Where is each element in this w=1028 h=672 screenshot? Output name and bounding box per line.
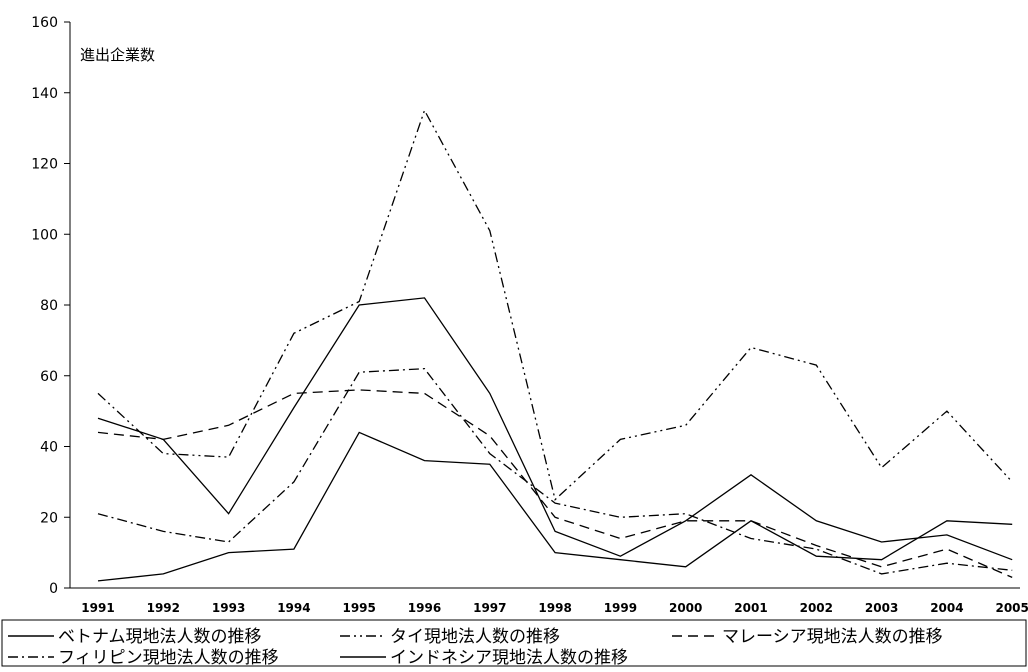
series-line-2: [97, 389, 1013, 578]
y-tick-label: 120: [31, 157, 58, 173]
axes: [69, 22, 1020, 589]
x-tick-label: 1996: [408, 601, 441, 615]
tick-labels: 0 20 40 60 80 100 120 140 160 1991 1992 1993 1994 199…: [31, 15, 1028, 615]
x-tick-label: 2005: [995, 601, 1028, 615]
y-tick-label: 160: [31, 15, 58, 31]
x-tick-label: 2000: [669, 601, 702, 615]
x-tick-label: 1992: [147, 601, 180, 615]
y-tick-label: 20: [40, 510, 58, 526]
x-tick-label: 2003: [865, 601, 898, 615]
x-tick-label: 2002: [800, 601, 833, 615]
series-line-4: [97, 431, 1013, 582]
x-tick-label: 1998: [538, 601, 571, 615]
legend-label: ベトナム現地法人数の推移: [58, 627, 262, 647]
y-tick-label: 60: [40, 369, 58, 385]
y-tick-label: 140: [31, 86, 58, 102]
y-tick-label: 100: [31, 227, 58, 243]
legend-label: タイ現地法人数の推移: [390, 627, 560, 647]
series-lines: [97, 108, 1013, 582]
x-tick-label: 2004: [930, 601, 963, 615]
y-tick-label: 80: [40, 298, 58, 314]
series-line-1: [97, 108, 1013, 501]
x-tick-label: 2001: [734, 601, 767, 615]
x-tick-label: 1993: [212, 601, 245, 615]
x-tick-label: 1999: [604, 601, 637, 615]
series-line-0: [97, 297, 1013, 561]
y-tick-label: 0: [49, 581, 58, 597]
legend-label: インドネシア現地法人数の推移: [390, 648, 628, 668]
legend: ベトナム現地法人数の推移 タイ現地法人数の推移 マレーシア現地法人数の推移フィリピン…: [1, 619, 1027, 668]
x-tick-label: 1994: [277, 601, 310, 615]
y-axis-label: 進出企業数: [80, 46, 155, 64]
legend-label: フィリピン現地法人数の推移: [58, 648, 279, 668]
y-tick-label: 40: [40, 440, 58, 456]
x-tick-label: 1995: [342, 601, 375, 615]
legend-label: マレーシア現地法人数の推移: [722, 627, 943, 647]
x-tick-label: 1997: [473, 601, 506, 615]
series-line-3: [97, 368, 1013, 575]
x-tick-label: 1991: [81, 601, 114, 615]
legend-box: [1, 619, 1027, 667]
